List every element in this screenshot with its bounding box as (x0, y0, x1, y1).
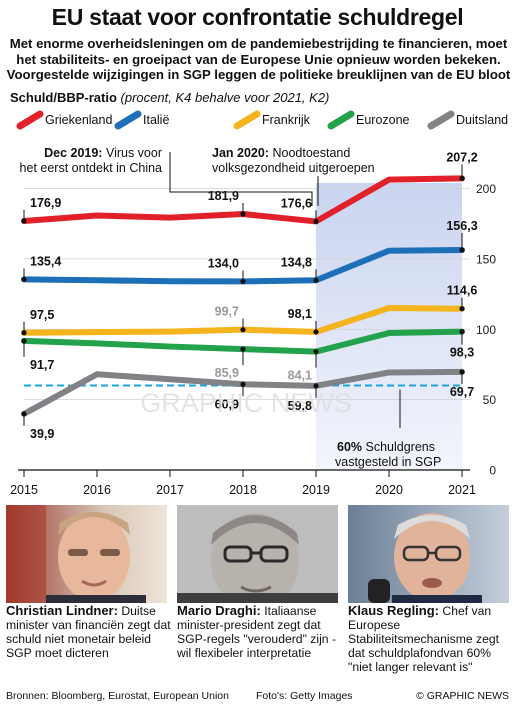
data-label: 98,3 (450, 346, 474, 360)
data-label: 134,0 (208, 256, 239, 270)
data-label: 207,2 (446, 150, 477, 164)
chart-measure-note: (procent, K4 behalve voor 2021, K2) (120, 90, 330, 105)
data-label: 156,3 (446, 219, 477, 233)
page-title: EU staat voor confrontatie schuldregel (51, 4, 464, 30)
caption-draghi: Mario Draghi: Italiaanse minister-presid… (177, 603, 343, 661)
threshold-text-line: vastgesteld in SGP (335, 455, 441, 469)
threshold-value: 60% (337, 440, 366, 454)
annotation-title: Jan 2020: (212, 146, 272, 160)
data-label: 114,6 (447, 284, 478, 298)
caption-text: Chef van Europese Stabiliteitsmechanisme… (348, 604, 500, 674)
data-label: 135,4 (30, 254, 61, 268)
data-label: 176,9 (30, 196, 61, 210)
x-tick-label: 2017 (156, 483, 184, 497)
legend-swatch (327, 110, 355, 130)
portrait-draghi-icon (177, 505, 338, 603)
y-tick-label: 0 (489, 464, 496, 478)
data-label: 181,9 (208, 189, 239, 203)
data-points (21, 164, 465, 426)
caption-text: Italiaanse minister-president zegt dat S… (177, 604, 337, 660)
y-tick-label: 200 (476, 182, 496, 196)
caption-name: Klaus Regling: (348, 603, 440, 618)
threshold-label: 60% Schuldgrens (337, 440, 435, 454)
legend-swatch (16, 110, 44, 130)
annotation-leader (169, 152, 313, 206)
chart-measure-label: Schuld/BBP-ratio (10, 90, 117, 105)
subtitle: Met enorme overheidsleningen om de pande… (6, 36, 511, 82)
legend-label: Eurozone (356, 113, 410, 127)
data-label: 85,9 (215, 366, 239, 380)
x-tick-label: 2015 (10, 483, 38, 497)
chart-header: Schuld/BBP-ratio (procent, K4 behalve vo… (10, 90, 329, 105)
debt-ratio-chart: 0 50 100 150 200 Griekenland Italië Frankrijk E… (10, 110, 508, 497)
photo-credit: Foto's: Getty Images (256, 690, 353, 702)
x-tick-label: 2019 (302, 483, 330, 497)
photo-klaus-regling (348, 505, 509, 603)
portrait-lindner-icon (6, 505, 167, 603)
annotation-text: Noodtoestand (272, 146, 350, 160)
legend-label: Frankrijk (262, 113, 311, 127)
x-tick-label: 2018 (229, 483, 257, 497)
sources: Bronnen: Bloomberg, Eurostat, European U… (6, 690, 229, 702)
annotation-text-line: het eerst ontdekt in China (20, 161, 162, 175)
threshold-text: Schuldgrens (366, 440, 436, 454)
data-label: 134,8 (281, 255, 312, 269)
data-label: 39,9 (30, 427, 54, 441)
annotation-text-line: volksgezondheid uitgeroepen (212, 161, 375, 175)
data-label: 60,9 (215, 397, 239, 411)
caption-regling: Klaus Regling: Chef van Europese Stabili… (348, 603, 512, 675)
data-label: 99,7 (215, 305, 239, 319)
x-tick-label: 2016 (83, 483, 111, 497)
legend-swatch (233, 110, 261, 130)
photo-christian-lindner (6, 505, 167, 603)
photo-mario-draghi (177, 505, 338, 603)
data-label: 69,7 (450, 385, 474, 399)
caption-name: Mario Draghi: (177, 603, 261, 618)
x-tick-label: 2021 (448, 483, 476, 497)
photo-strip (0, 505, 515, 605)
caption-text: Duitse minister van financiën zegt dat s… (6, 604, 171, 660)
copyright: © GRAPHIC NEWS (416, 690, 509, 702)
y-tick-label: 100 (476, 323, 496, 337)
data-label: 97,5 (30, 308, 54, 322)
data-label: 91,7 (30, 358, 54, 372)
annotation-dec-2019: Dec 2019: Virus voor (44, 146, 162, 160)
legend-label: Duitsland (456, 113, 508, 127)
data-label: 98,1 (288, 307, 312, 321)
data-label: 59,8 (288, 399, 312, 413)
y-tick-label: 150 (476, 252, 496, 266)
legend-swatch (427, 110, 455, 130)
data-label: 176,6 (281, 196, 312, 210)
x-tick-label: 2020 (375, 483, 403, 497)
legend-swatch (114, 110, 142, 130)
axes: 2015 2016 2017 2018 2019 2020 2021 (10, 469, 476, 497)
legend: Griekenland Italië Frankrijk Eurozone Duitsl… (16, 110, 508, 130)
legend-label: Griekenland (45, 113, 112, 127)
portrait-regling-icon (348, 505, 509, 603)
caption-name: Christian Lindner: (6, 603, 118, 618)
caption-lindner: Christian Lindner: Duitse minister van f… (6, 603, 172, 661)
data-label: 84,1 (288, 369, 312, 383)
annotation-text: Virus voor (106, 146, 162, 160)
y-tick-label: 50 (483, 393, 497, 407)
watermark: GRAPHIC NEWS (140, 388, 352, 418)
annotation-title: Dec 2019: (44, 146, 106, 160)
annotation-jan-2020: Jan 2020: Noodtoestand (212, 146, 350, 160)
legend-label: Italië (143, 113, 169, 127)
